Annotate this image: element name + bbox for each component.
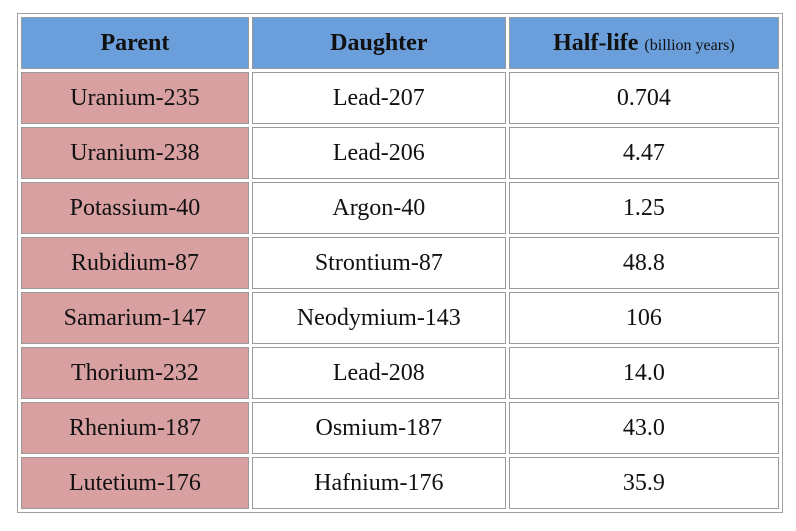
table-row: Uranium-235 Lead-207 0.704 bbox=[21, 72, 779, 124]
table-row: Rhenium-187 Osmium-187 43.0 bbox=[21, 402, 779, 454]
header-row: Parent Daughter Half-life (billion years… bbox=[21, 17, 779, 69]
table-row: Rubidium-87 Strontium-87 48.8 bbox=[21, 237, 779, 289]
header-cell: Half-life (billion years) bbox=[508, 17, 779, 69]
daughter-cell: Strontium-87 bbox=[251, 237, 506, 289]
header-text: Half-life bbox=[553, 29, 639, 56]
half-life-cell: 4.47 bbox=[508, 127, 779, 179]
table-row: Lutetium-176 Hafnium-176 35.9 bbox=[21, 457, 779, 509]
header-text: Parent bbox=[100, 29, 170, 56]
header-cell: Daughter bbox=[251, 17, 506, 69]
daughter-cell: Argon-40 bbox=[251, 182, 506, 234]
half-life-cell: 43.0 bbox=[508, 402, 779, 454]
daughter-cell: Lead-208 bbox=[251, 347, 506, 399]
decay-table: Parent Daughter Half-life (billion years… bbox=[17, 13, 783, 513]
parent-cell: Thorium-232 bbox=[21, 347, 249, 399]
parent-cell: Rubidium-87 bbox=[21, 237, 249, 289]
half-life-cell: 106 bbox=[508, 292, 779, 344]
parent-cell: Uranium-235 bbox=[21, 72, 249, 124]
half-life-cell: 35.9 bbox=[508, 457, 779, 509]
header-text: Daughter bbox=[330, 29, 428, 56]
half-life-cell: 1.25 bbox=[508, 182, 779, 234]
parent-cell: Potassium-40 bbox=[21, 182, 249, 234]
header-cell: Parent bbox=[21, 17, 249, 69]
header-unit: (billion years) bbox=[644, 36, 735, 54]
table-row: Thorium-232 Lead-208 14.0 bbox=[21, 347, 779, 399]
daughter-cell: Lead-207 bbox=[251, 72, 506, 124]
daughter-cell: Neodymium-143 bbox=[251, 292, 506, 344]
parent-cell: Samarium-147 bbox=[21, 292, 249, 344]
table-row: Potassium-40 Argon-40 1.25 bbox=[21, 182, 779, 234]
parent-cell: Uranium-238 bbox=[21, 127, 249, 179]
table-row: Uranium-238 Lead-206 4.47 bbox=[21, 127, 779, 179]
parent-cell: Lutetium-176 bbox=[21, 457, 249, 509]
daughter-cell: Hafnium-176 bbox=[251, 457, 506, 509]
daughter-cell: Lead-206 bbox=[251, 127, 506, 179]
table-head: Parent Daughter Half-life (billion years… bbox=[21, 17, 779, 69]
parent-cell: Rhenium-187 bbox=[21, 402, 249, 454]
table-body: Uranium-235 Lead-207 0.704 Uranium-238 Lead-… bbox=[21, 72, 779, 509]
half-life-cell: 48.8 bbox=[508, 237, 779, 289]
half-life-cell: 0.704 bbox=[508, 72, 779, 124]
daughter-cell: Osmium-187 bbox=[251, 402, 506, 454]
half-life-cell: 14.0 bbox=[508, 347, 779, 399]
table-row: Samarium-147 Neodymium-143 106 bbox=[21, 292, 779, 344]
